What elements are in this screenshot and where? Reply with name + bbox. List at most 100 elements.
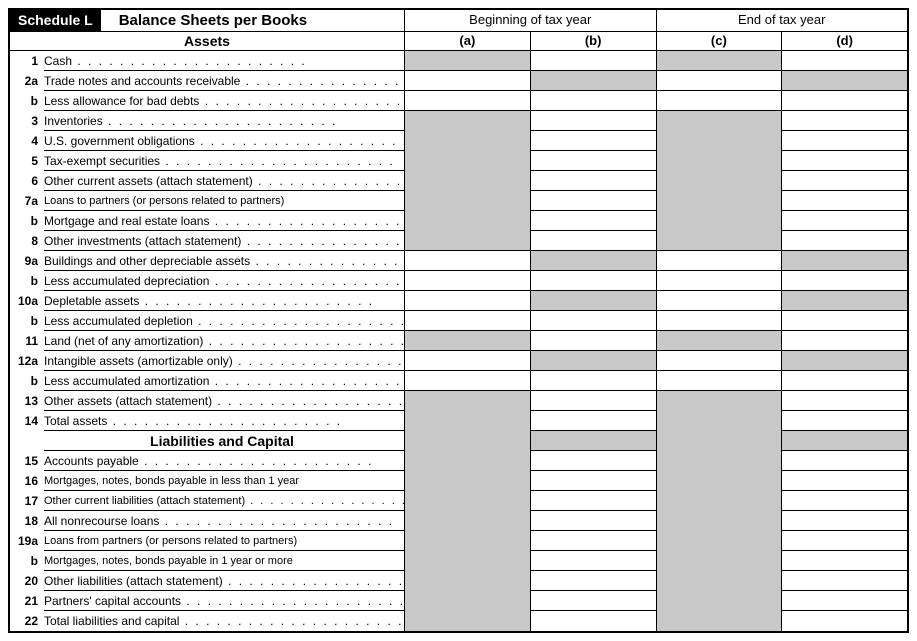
cell xyxy=(531,611,657,631)
row-label: Accounts payable xyxy=(44,451,405,471)
cell xyxy=(405,271,531,291)
table-row: 19aLoans from partners (or persons relat… xyxy=(10,531,907,551)
row-label: Total assets xyxy=(44,411,405,431)
row-number: b xyxy=(10,271,44,291)
cell xyxy=(531,531,657,551)
col-c-heading: (c) xyxy=(657,32,783,50)
cell xyxy=(531,51,657,71)
row-number: 3 xyxy=(10,111,44,131)
row-label: Inventories xyxy=(44,111,405,131)
cell xyxy=(531,311,657,331)
cell xyxy=(405,71,531,91)
row-number: 21 xyxy=(10,591,44,611)
subheader-row: Assets (a) (b) (c) (d) xyxy=(10,32,907,51)
row-label: Liabilities and Capital xyxy=(44,431,405,451)
cell xyxy=(531,431,657,451)
cell xyxy=(405,51,531,71)
header-left: Schedule L Balance Sheets per Books xyxy=(10,10,405,31)
row-label: Less accumulated depletion xyxy=(44,311,405,331)
cell xyxy=(405,591,531,611)
table-row: bMortgage and real estate loans xyxy=(10,211,907,231)
row-number: b xyxy=(10,211,44,231)
cell xyxy=(782,611,907,631)
cell xyxy=(531,231,657,251)
row-number: 7a xyxy=(10,191,44,211)
row-label: Loans from partners (or persons related … xyxy=(44,531,405,551)
cell xyxy=(531,111,657,131)
table-row: bLess allowance for bad debts xyxy=(10,91,907,111)
cell xyxy=(657,611,783,631)
cell xyxy=(782,591,907,611)
row-number: 1 xyxy=(10,51,44,71)
cell xyxy=(405,211,531,231)
row-number: 14 xyxy=(10,411,44,431)
row-label: Depletable assets xyxy=(44,291,405,311)
cell xyxy=(531,291,657,311)
cell xyxy=(782,291,907,311)
cell xyxy=(405,191,531,211)
cell xyxy=(782,331,907,351)
table-row: 12aIntangible assets (amortizable only) xyxy=(10,351,907,371)
cell xyxy=(657,311,783,331)
row-number: 13 xyxy=(10,391,44,411)
row-number: 12a xyxy=(10,351,44,371)
row-number: 8 xyxy=(10,231,44,251)
cell xyxy=(405,611,531,631)
row-number: 11 xyxy=(10,331,44,351)
cell xyxy=(782,91,907,111)
cell xyxy=(405,531,531,551)
cell xyxy=(657,351,783,371)
cell xyxy=(657,451,783,471)
cell xyxy=(782,171,907,191)
cell xyxy=(531,211,657,231)
row-number: 15 xyxy=(10,451,44,471)
cell xyxy=(657,151,783,171)
row-number: b xyxy=(10,91,44,111)
row-number: 17 xyxy=(10,491,44,511)
table-row: 4U.S. government obligations xyxy=(10,131,907,151)
cell xyxy=(782,211,907,231)
row-number: 19a xyxy=(10,531,44,551)
table-row: 18All nonrecourse loans xyxy=(10,511,907,531)
row-label: Other liabilities (attach statement) xyxy=(44,571,405,591)
cell xyxy=(657,251,783,271)
cell xyxy=(657,131,783,151)
row-number: 4 xyxy=(10,131,44,151)
cell xyxy=(405,391,531,411)
cell xyxy=(782,471,907,491)
cell xyxy=(657,211,783,231)
table-row: 2aTrade notes and accounts receivable xyxy=(10,71,907,91)
row-number: b xyxy=(10,371,44,391)
row-number xyxy=(10,431,44,451)
cell xyxy=(405,571,531,591)
row-label: Less accumulated amortization xyxy=(44,371,405,391)
cell xyxy=(405,451,531,471)
cell xyxy=(657,291,783,311)
cell xyxy=(531,351,657,371)
cell xyxy=(782,111,907,131)
cell xyxy=(531,571,657,591)
cell xyxy=(531,131,657,151)
cell xyxy=(531,191,657,211)
row-label: Trade notes and accounts receivable xyxy=(44,71,405,91)
table-row: 14Total assets xyxy=(10,411,907,431)
cell xyxy=(405,491,531,511)
schedule-tag: Schedule L xyxy=(10,10,101,31)
table-row: 10aDepletable assets xyxy=(10,291,907,311)
table-row: 16Mortgages, notes, bonds payable in les… xyxy=(10,471,907,491)
row-number: 6 xyxy=(10,171,44,191)
row-label: Other assets (attach statement) xyxy=(44,391,405,411)
cell xyxy=(782,311,907,331)
cell xyxy=(657,51,783,71)
row-label: Partners' capital accounts xyxy=(44,591,405,611)
cell xyxy=(531,71,657,91)
table-row: Liabilities and Capital xyxy=(10,431,907,451)
cell xyxy=(782,371,907,391)
cell xyxy=(782,531,907,551)
row-number: 18 xyxy=(10,511,44,531)
row-label: Land (net of any amortization) xyxy=(44,331,405,351)
cell xyxy=(531,91,657,111)
row-number: 16 xyxy=(10,471,44,491)
table-row: bLess accumulated amortization xyxy=(10,371,907,391)
table-row: bLess accumulated depreciation xyxy=(10,271,907,291)
